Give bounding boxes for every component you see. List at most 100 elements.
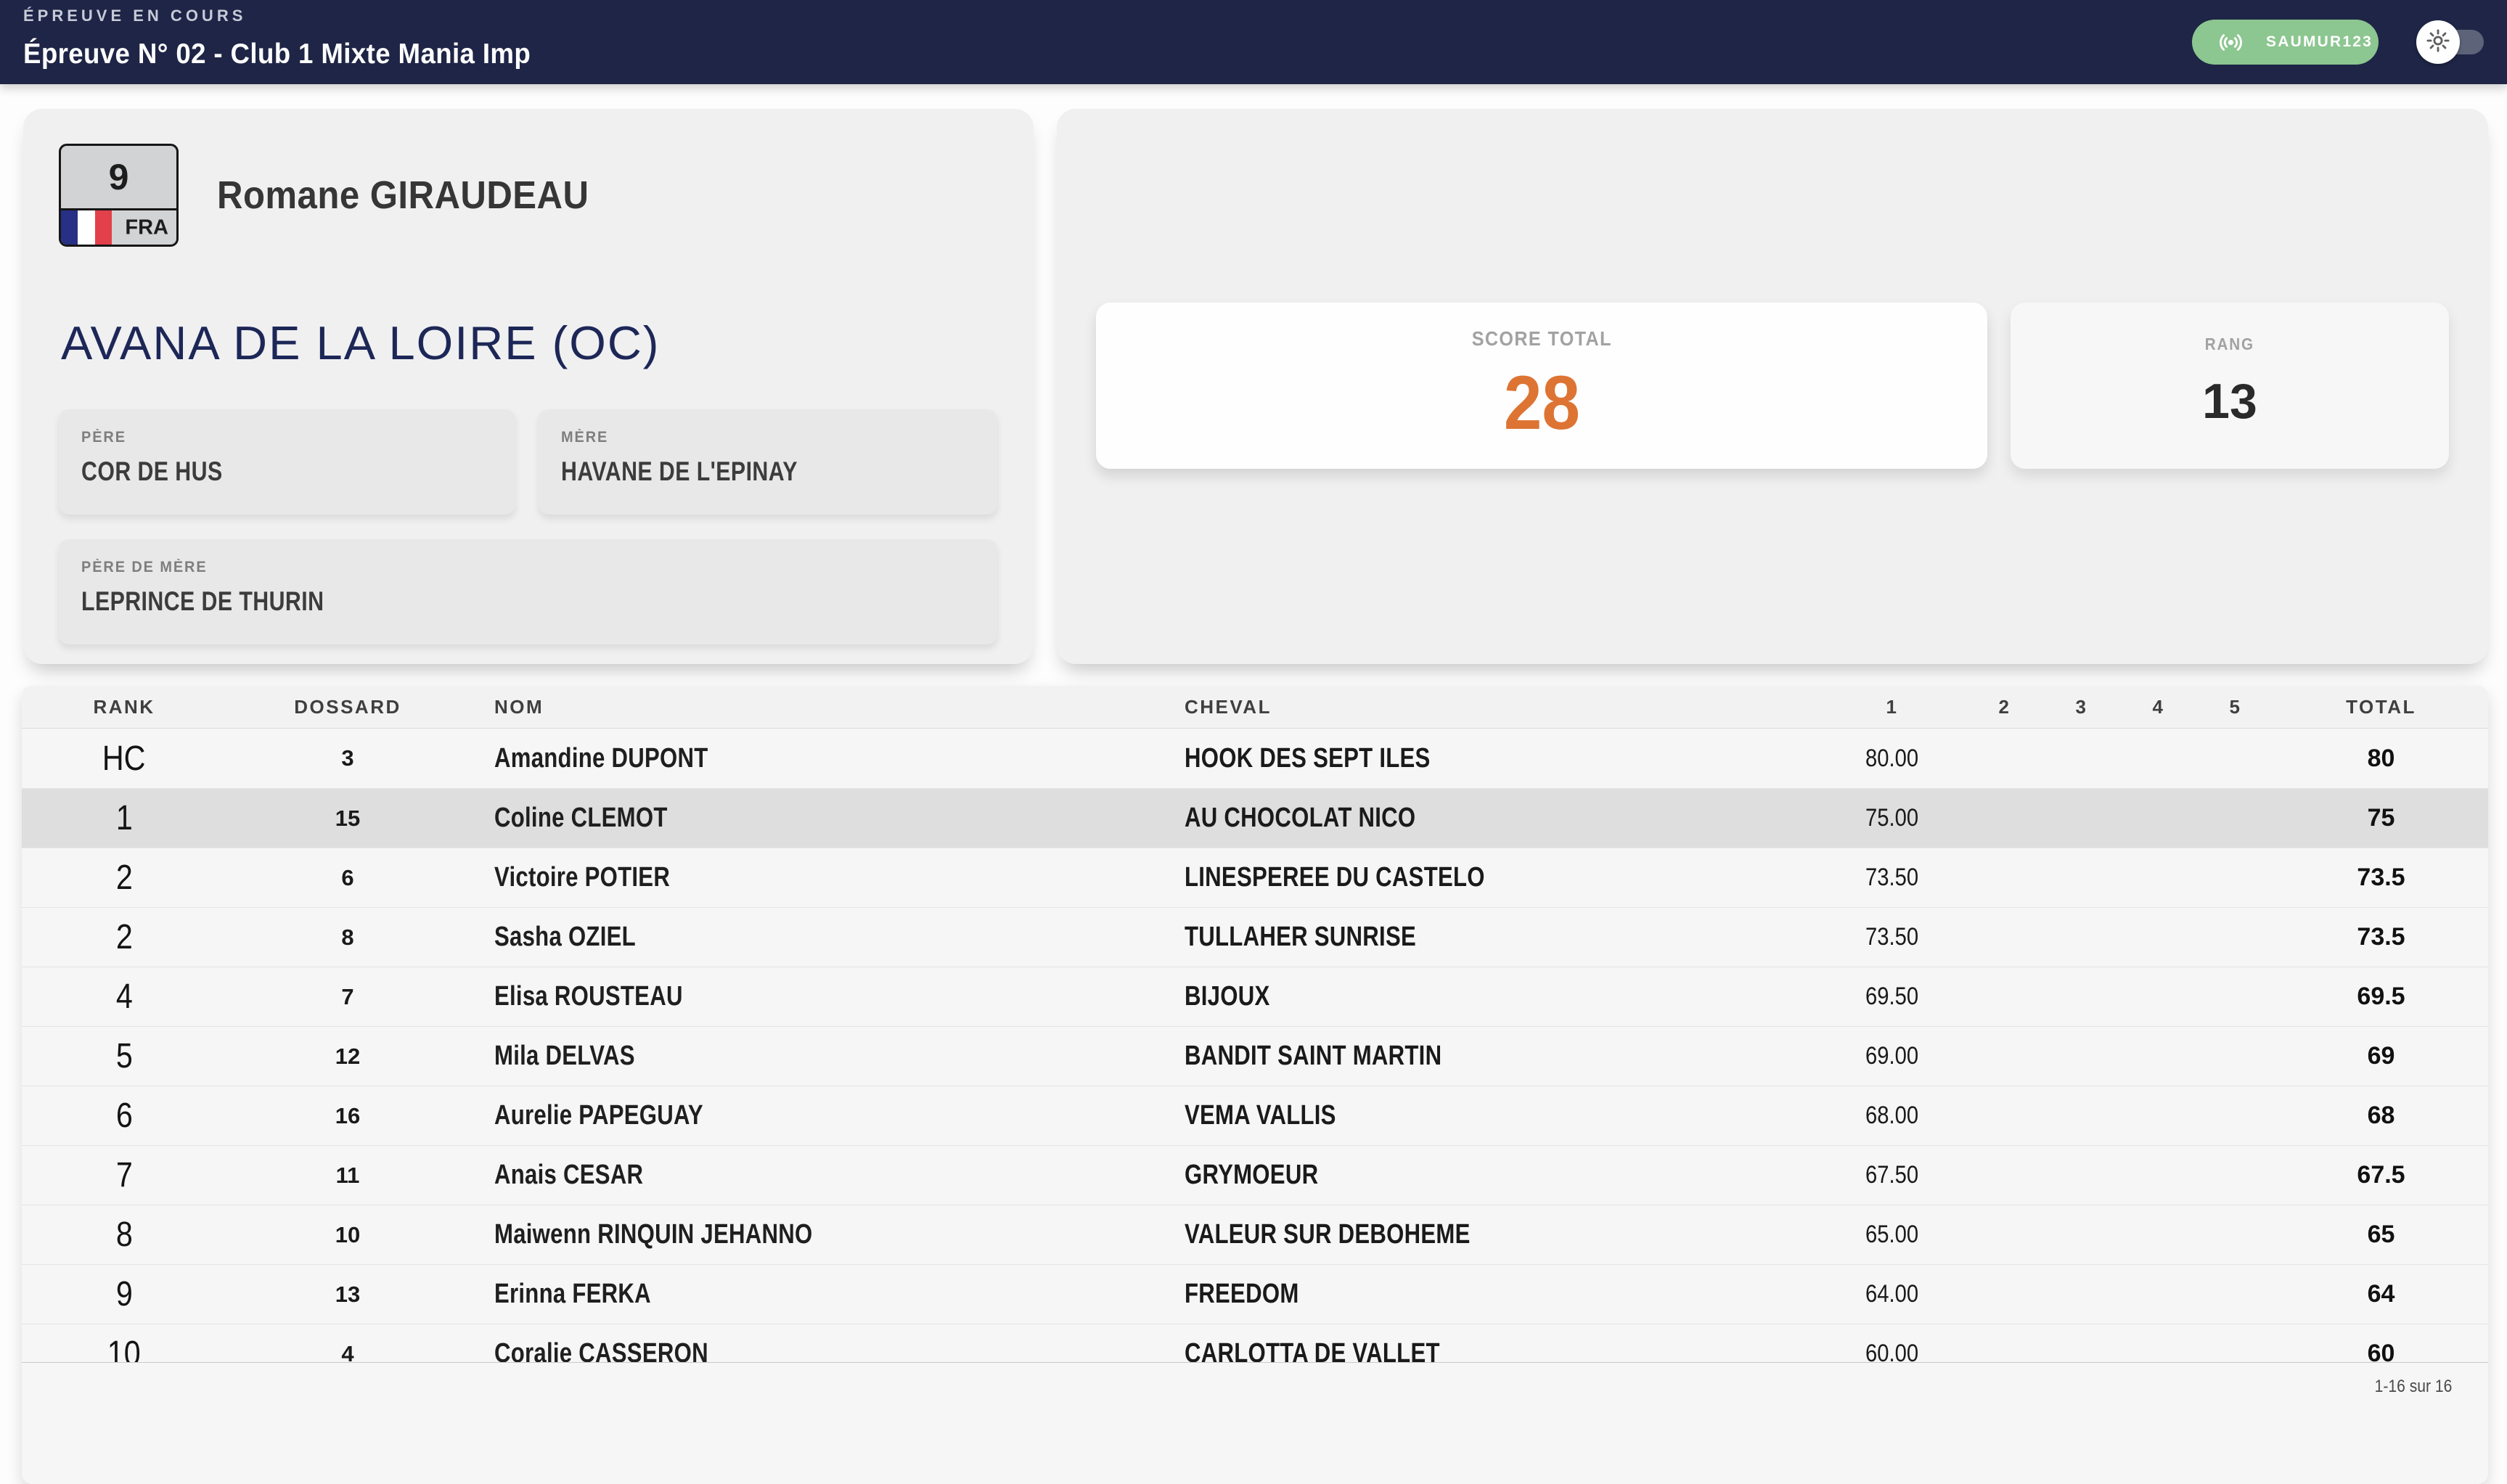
theme-toggle[interactable] <box>2416 20 2484 65</box>
pedigree-damsire-box: PÈRE DE MÈRE LEPRINCE DE THURIN <box>59 539 997 644</box>
column-header-2: 2 <box>1998 695 2011 718</box>
cell-rank: 2 <box>22 917 226 957</box>
table-row[interactable]: 10 4 Coralie CASSERON CARLOTTA DE VALLET 60.… <box>22 1324 2488 1362</box>
cell-s2 <box>1966 745 2043 773</box>
cell-s3 <box>2043 1102 2120 1130</box>
cell-text: 60.00 <box>1865 1340 1919 1362</box>
cell-cheval: BANDIT SAINT MARTIN <box>1159 1041 1818 1072</box>
cell-text: HOOK DES SEPT ILES <box>1185 742 1431 774</box>
cell-text: 2 <box>115 858 133 897</box>
pedigree-section: PÈRE COR DE HUS MÈRE HAVANE DE L'EPINAY … <box>59 409 997 644</box>
cell-s1: 68.00 <box>1818 1102 1966 1130</box>
column-header-4: 4 <box>2152 695 2165 718</box>
cell-s5 <box>2197 983 2274 1011</box>
table-row[interactable]: 9 13 Erinna FERKA FREEDOM 64.00 64 <box>22 1264 2488 1324</box>
cell-text: Coralie CASSERON <box>494 1338 708 1362</box>
pedigree-damsire-value: LEPRINCE DE THURIN <box>81 586 324 616</box>
cell-total: 69.5 <box>2357 983 2405 1010</box>
cell-dossard: 10 <box>335 1221 361 1247</box>
cell-text: Erinna FERKA <box>494 1279 651 1309</box>
cell-s5 <box>2197 864 2274 892</box>
score-total-label: SCORE TOTAL <box>1471 327 1612 350</box>
pedigree-sire-value: COR DE HUS <box>81 456 223 486</box>
column-header-rank: RANK <box>93 695 155 718</box>
table-row[interactable]: 8 10 Maiwenn RINQUIN JEHANNO VALEUR SUR DEB… <box>22 1205 2488 1264</box>
cell-nom: Sasha OZIEL <box>469 922 1159 953</box>
cell-nom: Mila DELVAS <box>469 1041 1159 1072</box>
cell-s4 <box>2120 745 2197 773</box>
competitor-card: 9 FRA Romane GIRAUDEAU AVANA DE LA LOIRE… <box>23 109 1034 664</box>
toggle-thumb <box>2416 20 2460 64</box>
table-row[interactable]: 4 7 Elisa ROUSTEAU BIJOUX 69.50 69.5 <box>22 967 2488 1026</box>
cell-s4 <box>2120 804 2197 832</box>
column-header-3: 3 <box>2075 695 2088 718</box>
cell-s1: 73.50 <box>1818 923 1966 951</box>
event-status-kicker: ÉPREUVE EN COURS <box>23 7 247 25</box>
cell-text: HC <box>102 739 146 778</box>
rang-card: RANG 13 <box>2011 303 2449 469</box>
cell-nom: Coralie CASSERON <box>469 1338 1159 1362</box>
cell-nom: Maiwenn RINQUIN JEHANNO <box>469 1219 1159 1250</box>
pedigree-damsire-label: PÈRE DE MÈRE <box>81 559 208 575</box>
cell-nom: Victoire POTIER <box>469 862 1159 893</box>
cell-s2 <box>1966 1042 2043 1070</box>
cell-text: 7 <box>115 1156 133 1194</box>
cell-s2 <box>1966 923 2043 951</box>
cell-cheval: CARLOTTA DE VALLET <box>1159 1338 1818 1362</box>
table-row[interactable]: 1 15 Coline CLEMOT AU CHOCOLAT NICO 75.00 75 <box>22 788 2488 848</box>
cell-text: 68.00 <box>1865 1102 1919 1129</box>
cell-text: 73.50 <box>1865 864 1919 891</box>
cell-rank: 5 <box>22 1036 226 1076</box>
pedigree-sire-box: PÈRE COR DE HUS <box>59 409 515 515</box>
cell-rank: 2 <box>22 858 226 898</box>
cell-text: CARLOTTA DE VALLET <box>1185 1338 1440 1362</box>
cell-text: BANDIT SAINT MARTIN <box>1185 1041 1442 1071</box>
cell-text: TULLAHER SUNRISE <box>1185 922 1417 952</box>
cell-s3 <box>2043 1221 2120 1249</box>
cell-total: 69 <box>2367 1042 2395 1070</box>
column-header-dossard: DOSSARD <box>294 695 401 718</box>
competitor-country: FRA <box>125 216 168 239</box>
cell-text: 69.00 <box>1865 1042 1919 1070</box>
horse-name: AVANA DE LA LOIRE (OC) <box>61 316 661 369</box>
table-row[interactable]: 6 16 Aurelie PAPEGUAY VEMA VALLIS 68.00 68 <box>22 1086 2488 1145</box>
cell-s2 <box>1966 1102 2043 1130</box>
cell-text: 10 <box>107 1335 141 1362</box>
event-title: Épreuve N° 02 - Club 1 Mixte Mania Imp <box>23 38 531 70</box>
cell-s5 <box>2197 804 2274 832</box>
cell-text: Elisa ROUSTEAU <box>494 981 683 1012</box>
table-row[interactable]: 2 8 Sasha OZIEL TULLAHER SUNRISE 73.50 73.5 <box>22 907 2488 967</box>
cell-s4 <box>2120 1340 2197 1362</box>
cell-text: Sasha OZIEL <box>494 922 636 952</box>
cell-rank: 7 <box>22 1155 226 1195</box>
cell-s4 <box>2120 923 2197 951</box>
cell-s3 <box>2043 923 2120 951</box>
cell-text: VALEUR SUR DEBOHEME <box>1185 1219 1471 1250</box>
cell-s4 <box>2120 1280 2197 1308</box>
cell-s3 <box>2043 1280 2120 1308</box>
cell-text: 73.50 <box>1865 923 1919 951</box>
cell-dossard: 7 <box>341 983 354 1009</box>
cell-s2 <box>1966 1340 2043 1362</box>
cell-s1: 64.00 <box>1818 1280 1966 1308</box>
table-row[interactable]: 7 11 Anais CESAR GRYMOEUR 67.50 67.5 <box>22 1145 2488 1205</box>
live-stream-button[interactable]: SAUMUR123 <box>2192 20 2379 65</box>
cell-total: 60 <box>2367 1340 2395 1362</box>
cell-s3 <box>2043 1161 2120 1189</box>
cell-s5 <box>2197 1042 2274 1070</box>
table-row[interactable]: 2 6 Victoire POTIER LINESPEREE DU CASTELO 73… <box>22 848 2488 907</box>
results-table-scroll-area[interactable]: RANK DOSSARD NOM CHEVAL 1 2 3 4 5 TOTAL … <box>22 686 2488 1362</box>
cell-text: 80.00 <box>1865 744 1919 772</box>
cell-text: 1 <box>115 799 133 837</box>
cell-s3 <box>2043 804 2120 832</box>
table-header-row: RANK DOSSARD NOM CHEVAL 1 2 3 4 5 TOTAL <box>22 686 2488 729</box>
cell-dossard: 4 <box>341 1340 354 1363</box>
cell-s4 <box>2120 864 2197 892</box>
cell-dossard: 13 <box>335 1281 361 1307</box>
cell-total: 73.5 <box>2357 864 2405 891</box>
cell-s1: 80.00 <box>1818 745 1966 773</box>
cell-s4 <box>2120 1042 2197 1070</box>
rang-label: RANG <box>2204 335 2255 353</box>
table-row[interactable]: HC 3 Amandine DUPONT HOOK DES SEPT ILES 80.0… <box>22 729 2488 788</box>
table-row[interactable]: 5 12 Mila DELVAS BANDIT SAINT MARTIN 69.00 69 <box>22 1026 2488 1086</box>
